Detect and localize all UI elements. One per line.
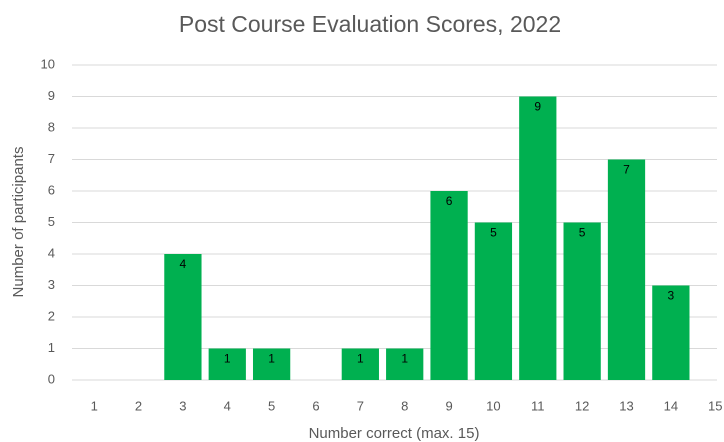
x-tick-label: 2 — [135, 398, 142, 413]
data-label: 3 — [668, 289, 675, 303]
chart-title: Post Course Evaluation Scores, 2022 — [179, 11, 561, 37]
bar — [430, 191, 468, 380]
y-tick-label: 0 — [48, 371, 55, 386]
data-label: 9 — [534, 100, 541, 114]
y-axis-label: Number of participants — [10, 147, 27, 298]
bar — [164, 254, 202, 380]
x-tick-label: 6 — [312, 398, 319, 413]
y-tick-label: 3 — [48, 277, 55, 292]
x-tick-label: 11 — [531, 398, 545, 413]
data-label: 5 — [490, 226, 497, 240]
data-label: 7 — [623, 163, 630, 177]
x-tick-label: 5 — [268, 398, 275, 413]
y-tick-label: 5 — [48, 214, 55, 229]
data-label: 1 — [401, 352, 408, 366]
bar — [252, 348, 291, 380]
x-tick-label: 7 — [357, 398, 364, 413]
data-label: 5 — [579, 226, 586, 240]
bar — [563, 222, 601, 380]
y-tick-label: 10 — [41, 56, 55, 71]
data-label: 1 — [268, 352, 275, 366]
data-label: 4 — [180, 257, 187, 271]
bar — [519, 96, 557, 380]
y-tick-label: 9 — [48, 88, 55, 103]
y-tick-label: 2 — [48, 308, 55, 323]
y-tick-label: 4 — [48, 245, 55, 260]
x-tick-label: 12 — [575, 398, 589, 413]
y-tick-label: 7 — [48, 151, 55, 166]
x-tick-label: 8 — [401, 398, 408, 413]
bar — [607, 159, 646, 380]
x-axis-label: Number correct (max. 15) — [309, 425, 480, 442]
x-tick-label: 10 — [486, 398, 500, 413]
y-tick-label: 8 — [48, 119, 55, 134]
bar — [652, 285, 690, 380]
x-tick-label: 9 — [445, 398, 452, 413]
data-label: 1 — [357, 352, 364, 366]
bar — [341, 348, 379, 380]
data-label: 6 — [446, 194, 453, 208]
x-tick-label: 13 — [619, 398, 633, 413]
bar — [474, 222, 513, 380]
bar — [208, 348, 246, 380]
y-tick-label: 6 — [48, 182, 55, 197]
data-label: 1 — [224, 352, 231, 366]
x-tick-label: 14 — [664, 398, 678, 413]
x-tick-label: 15 — [708, 398, 722, 413]
x-tick-label: 1 — [91, 398, 98, 413]
x-tick-label: 3 — [179, 398, 186, 413]
x-tick-label: 4 — [224, 398, 231, 413]
bar — [386, 348, 424, 380]
y-tick-label: 1 — [48, 340, 55, 355]
